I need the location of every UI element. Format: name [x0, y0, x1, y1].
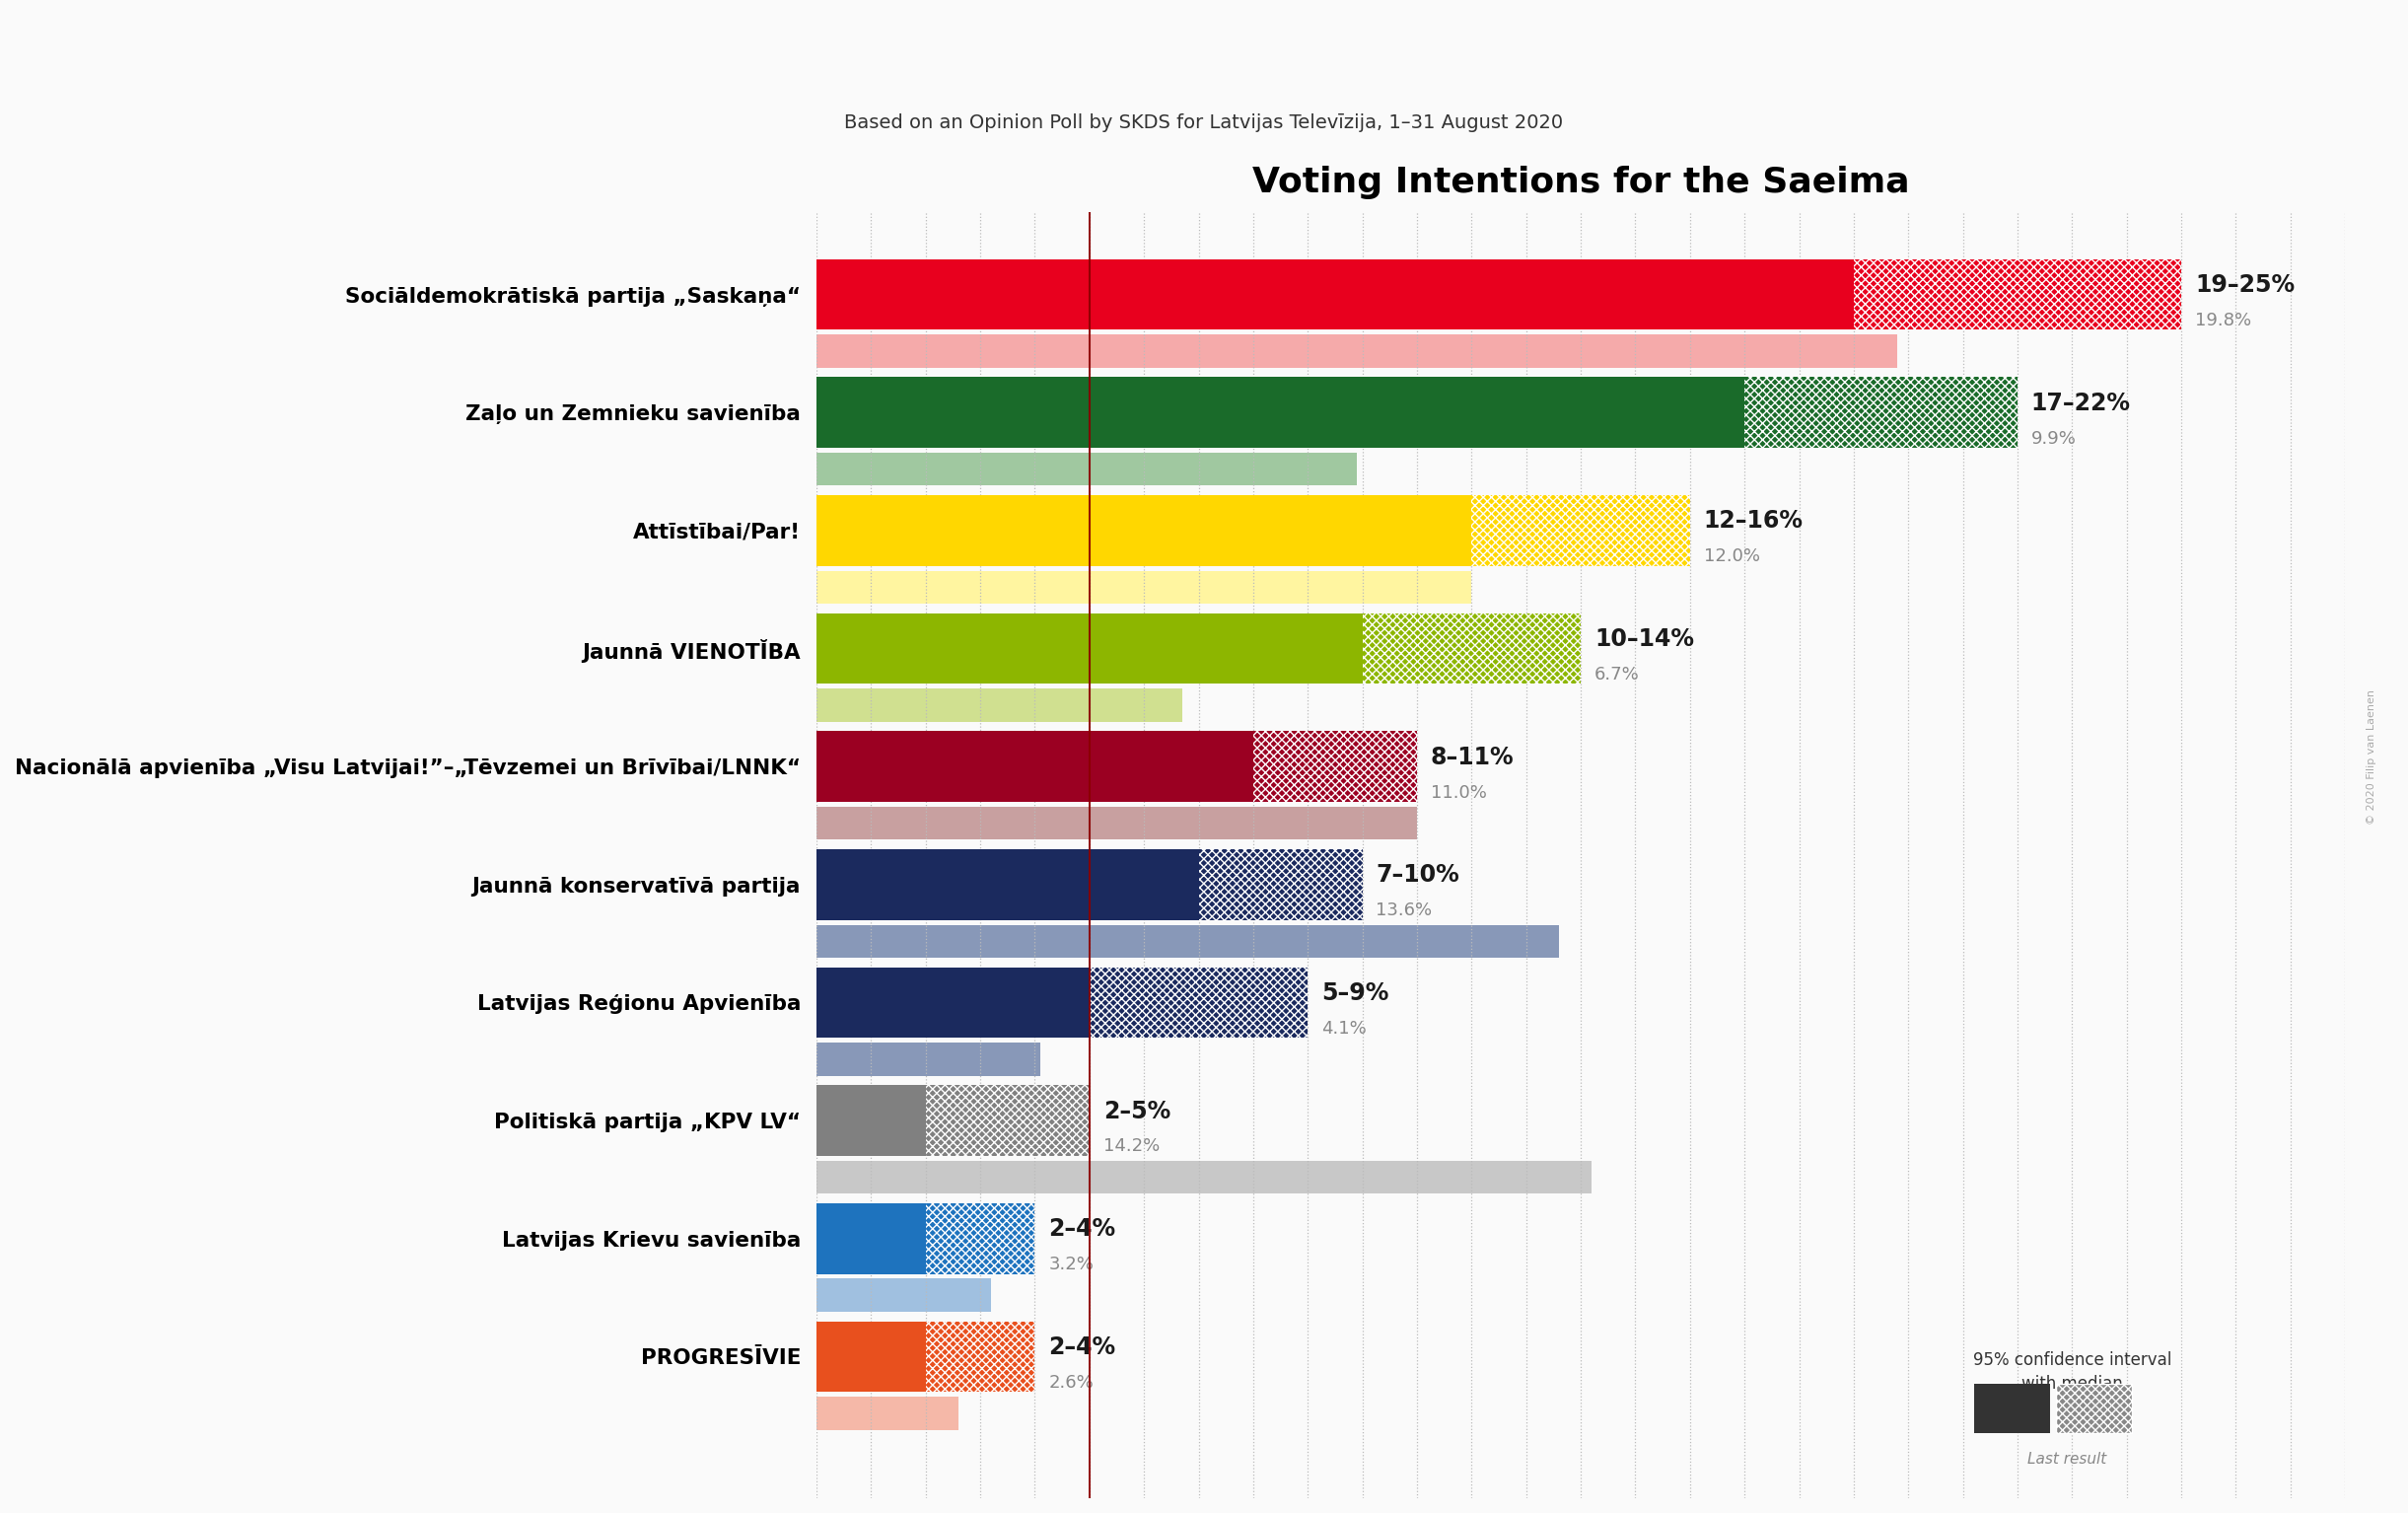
Bar — [816, 1160, 1592, 1194]
Text: © 2020 Filip van Laenen: © 2020 Filip van Laenen — [2367, 688, 2377, 825]
Text: 5–9%: 5–9% — [1322, 982, 1389, 1005]
Bar — [816, 967, 1088, 1038]
Text: 19.8%: 19.8% — [2196, 312, 2251, 330]
Text: Last result: Last result — [2028, 1452, 2107, 1466]
Bar — [816, 334, 1898, 368]
Text: 12–16%: 12–16% — [1702, 510, 1804, 533]
Text: Based on an Opinion Poll by SKDS for Latvijas Televīzija, 1–31 August 2020: Based on an Opinion Poll by SKDS for Lat… — [845, 113, 1563, 133]
Bar — [925, 1203, 1035, 1274]
Text: 9.9%: 9.9% — [2030, 430, 2076, 448]
Bar — [816, 377, 1743, 448]
Bar — [816, 1042, 1040, 1076]
Text: 12.0%: 12.0% — [1702, 548, 1760, 566]
Bar — [1743, 377, 2018, 448]
Bar — [816, 570, 1471, 604]
Bar — [1471, 495, 1690, 566]
Text: 6.7%: 6.7% — [1594, 666, 1640, 684]
Text: 95% confidence interval
with median: 95% confidence interval with median — [1972, 1351, 2172, 1392]
Text: 13.6%: 13.6% — [1375, 902, 1433, 920]
Text: 14.2%: 14.2% — [1103, 1138, 1161, 1156]
FancyBboxPatch shape — [2056, 1384, 2131, 1433]
Bar — [925, 1085, 1088, 1156]
Bar — [816, 806, 1416, 840]
Text: 17–22%: 17–22% — [2030, 392, 2131, 415]
Text: 2.6%: 2.6% — [1047, 1374, 1093, 1392]
Bar — [816, 452, 1358, 486]
Bar — [1252, 731, 1416, 802]
Bar — [816, 613, 1363, 684]
Title: Voting Intentions for the Saeima: Voting Intentions for the Saeima — [1252, 166, 1910, 200]
Text: 3.2%: 3.2% — [1047, 1256, 1093, 1274]
Bar — [816, 1396, 958, 1430]
Bar — [816, 1203, 925, 1274]
Text: 2–5%: 2–5% — [1103, 1100, 1170, 1123]
Text: 2–4%: 2–4% — [1047, 1218, 1115, 1241]
Bar — [816, 495, 1471, 566]
Bar — [816, 259, 1854, 330]
Text: 2–4%: 2–4% — [1047, 1336, 1115, 1359]
Bar — [816, 731, 1252, 802]
Text: 4.1%: 4.1% — [1322, 1020, 1368, 1038]
Bar — [816, 1321, 925, 1392]
Text: 19–25%: 19–25% — [2196, 274, 2295, 297]
Bar — [816, 1278, 992, 1312]
Text: 7–10%: 7–10% — [1375, 864, 1459, 887]
Bar — [816, 924, 1558, 958]
Text: 11.0%: 11.0% — [1430, 784, 1486, 802]
Text: 8–11%: 8–11% — [1430, 746, 1515, 769]
Bar — [1854, 259, 2182, 330]
Bar — [1199, 849, 1363, 920]
Bar — [816, 1085, 925, 1156]
Bar — [816, 849, 1199, 920]
FancyBboxPatch shape — [1975, 1384, 2049, 1433]
Text: 10–14%: 10–14% — [1594, 628, 1693, 651]
Bar — [816, 688, 1182, 722]
Bar — [925, 1321, 1035, 1392]
Bar — [1088, 967, 1308, 1038]
Bar — [1363, 613, 1580, 684]
